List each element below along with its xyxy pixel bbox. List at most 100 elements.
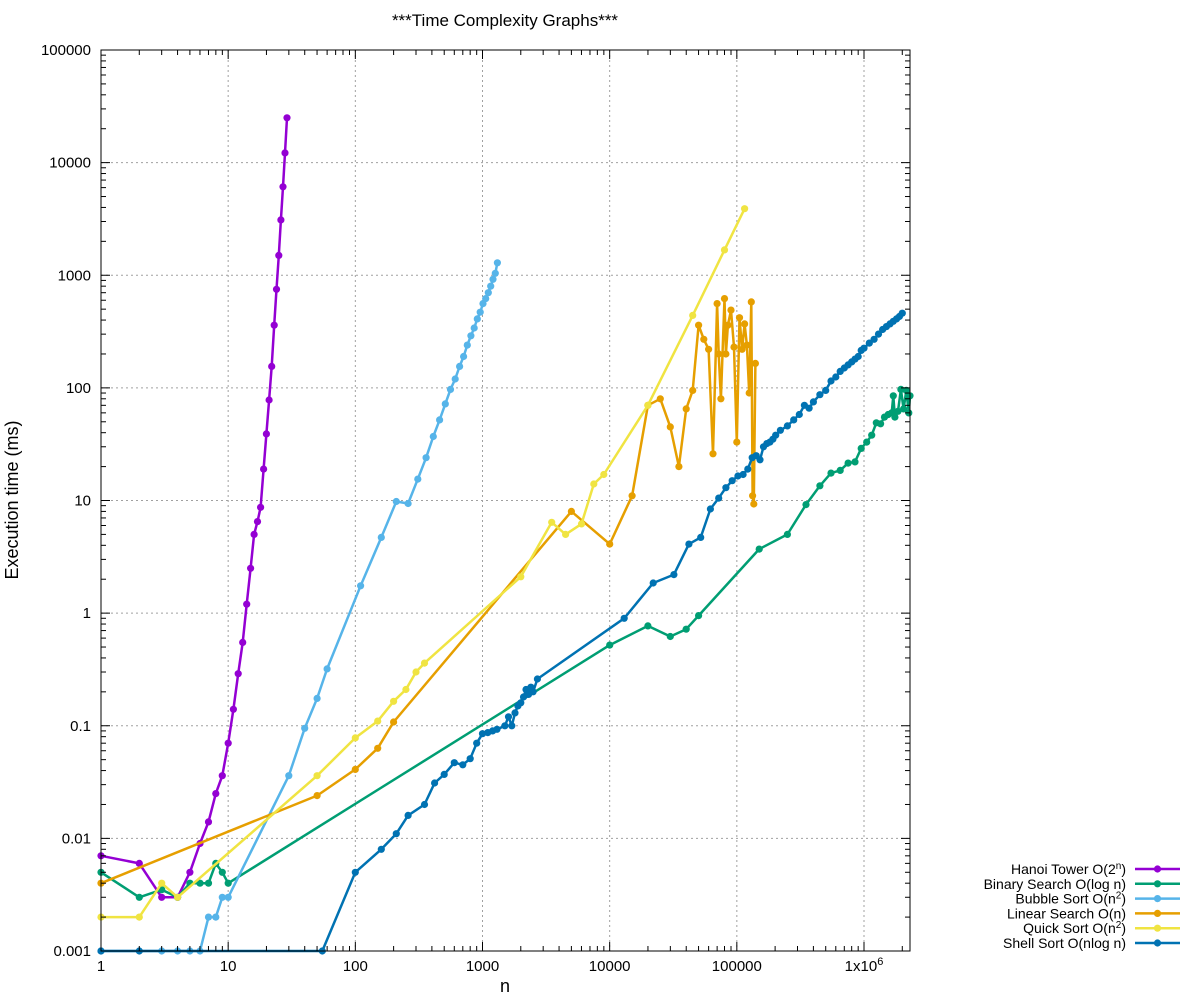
- data-point: [739, 470, 747, 479]
- legend-swatch-marker: [1153, 909, 1162, 918]
- data-point: [728, 477, 736, 485]
- data-point: [733, 438, 741, 446]
- data-point: [467, 332, 475, 340]
- data-point: [446, 385, 455, 393]
- data-point: [656, 395, 664, 403]
- data-point: [489, 275, 497, 283]
- data-point: [493, 259, 501, 267]
- data-point: [705, 345, 713, 353]
- data-point: [790, 416, 798, 424]
- data-point: [620, 614, 628, 622]
- y-tick-label: 100000: [41, 42, 91, 59]
- data-point: [218, 772, 226, 780]
- data-point: [135, 859, 143, 868]
- data-point: [158, 893, 166, 901]
- data-point: [281, 149, 289, 157]
- data-point: [854, 352, 862, 361]
- data-point: [459, 761, 467, 769]
- data-point: [470, 324, 478, 332]
- data-point: [451, 375, 459, 383]
- x-tick-label: 100000: [712, 958, 762, 975]
- y-tick-label: 0.01: [62, 830, 91, 847]
- data-point: [874, 330, 883, 338]
- data-point: [685, 540, 693, 548]
- x-tick-label: 10: [220, 958, 237, 975]
- series-line: [100, 388, 912, 899]
- legend-swatch-marker: [1153, 924, 1162, 932]
- data-point: [682, 625, 690, 633]
- data-point: [239, 638, 247, 647]
- data-point: [606, 540, 614, 548]
- data-point: [440, 770, 448, 779]
- data-point: [390, 718, 398, 726]
- data-point: [275, 251, 283, 259]
- data-point: [487, 282, 495, 290]
- legend-label: Binary Search O(log n): [984, 876, 1126, 892]
- data-point: [832, 373, 840, 381]
- data-point: [562, 530, 570, 539]
- data-point: [402, 685, 410, 694]
- x-tick-label: 100: [343, 958, 368, 975]
- y-tick-label: 100: [66, 380, 91, 397]
- data-point: [323, 665, 331, 673]
- data-point: [412, 668, 420, 676]
- data-point: [868, 431, 876, 439]
- legend-label: Hanoi Tower O(2n): [1011, 861, 1126, 877]
- data-point: [730, 343, 738, 351]
- data-point: [724, 321, 732, 329]
- data-point: [283, 114, 291, 122]
- legend-label: Linear Search O(n): [1007, 905, 1126, 921]
- data-point: [272, 285, 281, 293]
- data-point: [493, 725, 501, 733]
- data-point: [783, 530, 792, 539]
- data-point: [491, 269, 499, 277]
- data-point: [501, 722, 509, 730]
- data-point: [717, 395, 725, 403]
- data-point: [706, 505, 715, 513]
- data-point: [313, 772, 321, 780]
- data-point: [709, 450, 717, 458]
- data-point: [260, 465, 268, 473]
- data-point: [441, 400, 449, 408]
- data-point: [715, 494, 723, 502]
- data-point: [429, 432, 437, 441]
- data-point: [277, 216, 285, 224]
- data-point: [902, 386, 910, 394]
- data-point: [715, 350, 723, 358]
- data-point: [196, 879, 204, 887]
- data-point: [476, 308, 484, 316]
- y-tick-label: 0.001: [53, 943, 91, 960]
- data-point: [224, 739, 232, 747]
- data-point: [431, 779, 439, 787]
- data-point: [414, 475, 422, 483]
- data-point: [511, 709, 519, 717]
- data-point: [135, 913, 143, 921]
- series-2: [97, 259, 501, 955]
- data-point: [809, 398, 818, 406]
- data-point: [666, 423, 674, 431]
- series-3: [97, 295, 760, 887]
- y-tick-label: 0.1: [70, 718, 91, 735]
- data-point: [234, 670, 242, 678]
- y-tick-label: 1000: [58, 267, 91, 284]
- data-point: [218, 893, 226, 901]
- data-point: [772, 431, 780, 439]
- data-point: [827, 377, 835, 385]
- legend-entry: Hanoi Tower O(2n): [1011, 861, 1180, 877]
- data-point: [357, 582, 365, 590]
- data-point: [351, 734, 359, 742]
- data-point: [204, 913, 213, 921]
- data-point: [756, 456, 764, 464]
- series-line: [101, 208, 746, 919]
- data-point: [606, 641, 614, 649]
- data-point: [644, 401, 652, 409]
- data-point: [844, 459, 852, 467]
- series-line: [101, 262, 499, 953]
- data-point: [735, 314, 744, 322]
- y-axis-title: Execution time (ms): [2, 420, 22, 579]
- data-point: [456, 362, 464, 370]
- data-point: [436, 416, 444, 424]
- data-point: [186, 868, 194, 876]
- data-point: [600, 470, 608, 479]
- data-point: [253, 518, 262, 526]
